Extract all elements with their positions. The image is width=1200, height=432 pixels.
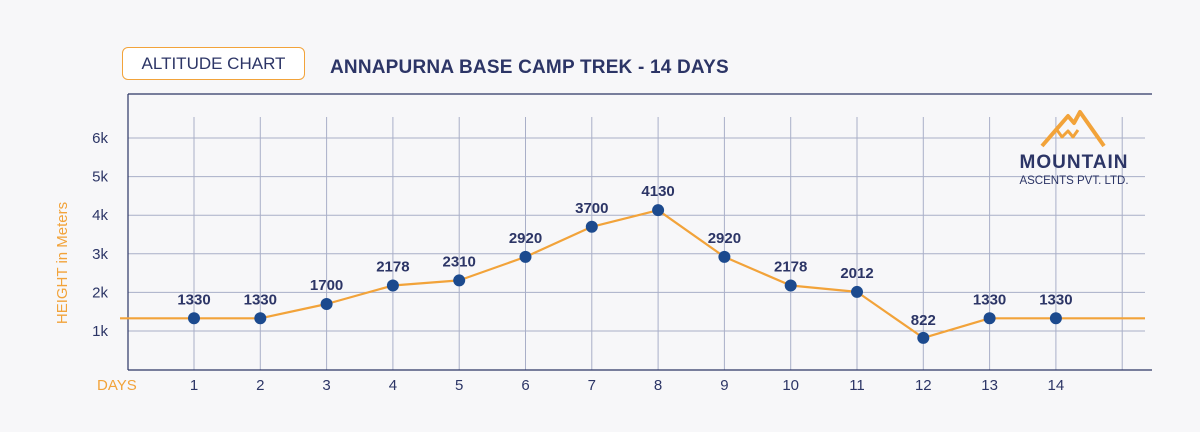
- x-tick-label: 9: [720, 377, 728, 394]
- x-tick-labels: 1 2 3 4 5 6 7 8 9 10 11 12 13 14: [190, 377, 1064, 394]
- x-tick-label: 13: [981, 377, 998, 394]
- data-label: 1330: [1039, 291, 1072, 308]
- data-label: 3700: [575, 200, 608, 217]
- data-label: 1700: [310, 277, 343, 294]
- series-altitude: [120, 204, 1145, 344]
- data-point: [188, 312, 200, 325]
- data-point: [453, 274, 466, 287]
- data-point: [718, 250, 731, 263]
- x-tick-label: 4: [389, 377, 397, 394]
- brand-logo: MOUNTAIN ASCENTS PVT. LTD.: [1019, 110, 1129, 187]
- data-point: [320, 297, 333, 310]
- y-tick-label: 2k: [92, 284, 108, 301]
- y-tick-labels: 1k 2k 3k 4k 5k 6k: [92, 130, 108, 340]
- data-point: [851, 285, 863, 298]
- data-label: 2310: [443, 253, 476, 270]
- x-tick-label: 6: [521, 377, 529, 394]
- data-label: 2012: [840, 265, 873, 282]
- data-labels: 1330 1330 1700 2178 2310 2920 3700 4130 2920 2178…: [177, 183, 1072, 329]
- data-label: 822: [911, 312, 936, 329]
- data-point: [917, 331, 930, 344]
- y-tick-label: 5k: [92, 169, 108, 186]
- data-label: 1330: [244, 291, 277, 308]
- altitude-line: [120, 209, 1145, 339]
- brand-name: MOUNTAIN: [1020, 152, 1129, 173]
- y-tick-label: 3k: [92, 246, 108, 263]
- data-label: 1330: [973, 291, 1006, 308]
- x-tick-label: 8: [654, 377, 662, 394]
- y-tick-label: 1k: [92, 323, 108, 340]
- data-point: [1049, 312, 1062, 325]
- x-tick-label: 5: [455, 377, 463, 394]
- y-axis-title: HEIGHT in Meters: [54, 202, 71, 324]
- x-tick-label: 7: [588, 377, 596, 394]
- altitude-chart-badge: ALTITUDE CHART: [122, 47, 305, 80]
- data-point: [784, 279, 797, 292]
- data-point: [254, 312, 267, 325]
- data-label: 2178: [376, 259, 409, 276]
- data-label: 4130: [641, 183, 674, 200]
- mountain-peaks-logo-icon: [1040, 110, 1106, 148]
- brand-subtitle: ASCENTS PVT. LTD.: [1019, 175, 1128, 187]
- data-label: 2920: [708, 230, 741, 247]
- x-tick-label: 14: [1048, 377, 1065, 394]
- y-tick-label: 6k: [92, 130, 108, 147]
- x-axis-title: DAYS: [97, 377, 137, 394]
- data-point: [519, 250, 532, 263]
- data-point: [386, 279, 399, 292]
- x-tick-label: 10: [782, 377, 799, 394]
- data-point: [983, 312, 996, 325]
- chart-title: ANNAPURNA BASE CAMP TREK - 14 DAYS: [330, 57, 729, 78]
- x-tick-label: 11: [849, 377, 865, 394]
- y-tick-label: 4k: [92, 207, 108, 224]
- x-tick-label: 3: [322, 377, 330, 394]
- x-tick-label: 2: [256, 377, 264, 394]
- data-label: 1330: [177, 291, 210, 308]
- data-label: 2178: [774, 259, 807, 276]
- data-label: 2920: [509, 230, 542, 247]
- x-tick-label: 1: [190, 377, 198, 394]
- data-point: [652, 204, 665, 217]
- data-point: [585, 220, 598, 233]
- x-tick-label: 12: [915, 377, 932, 394]
